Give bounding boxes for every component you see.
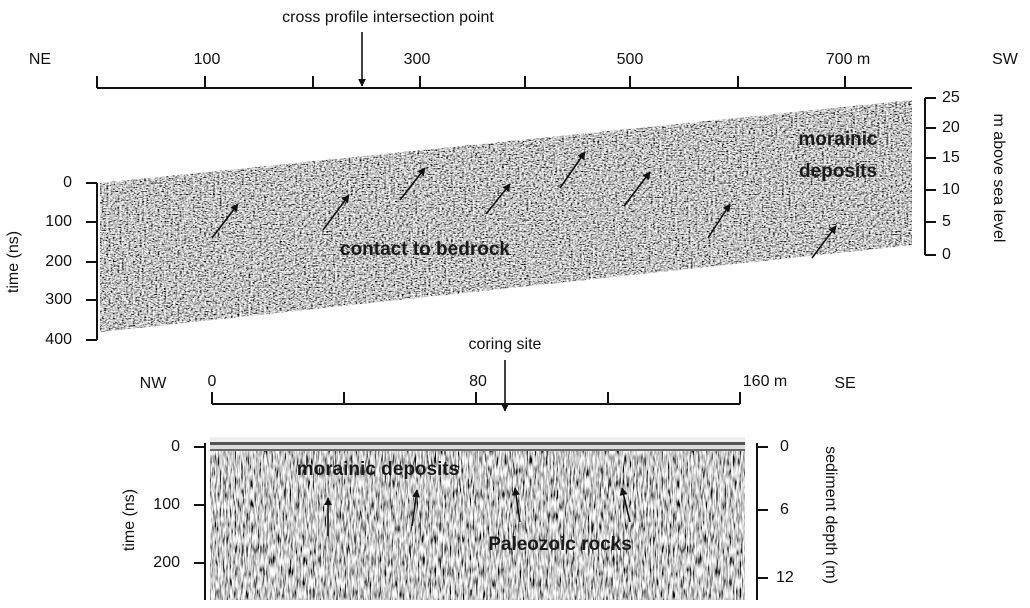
- surface-bands: [210, 437, 745, 451]
- direction: NW: [140, 375, 168, 392]
- annotation: morainic deposits: [297, 459, 460, 480]
- distance-axis: [211, 392, 741, 405]
- tick-label: 15: [942, 149, 960, 166]
- tick-label: 80: [469, 373, 487, 390]
- depth-axis: [756, 443, 768, 600]
- tick-label: 0: [942, 246, 951, 263]
- tick-label: 12: [776, 569, 794, 586]
- direction: SW: [992, 51, 1019, 68]
- tick-label: 6: [780, 501, 789, 518]
- tick-label: 20: [942, 119, 960, 136]
- tick-label: 700 m: [826, 51, 870, 68]
- axis-title: sediment depth (m): [822, 446, 839, 584]
- direction: NE: [29, 51, 51, 68]
- tick-label: 0: [63, 174, 72, 191]
- pointer-label: cross profile intersection point: [282, 9, 494, 26]
- tick-label: 200: [153, 554, 180, 571]
- annotation: morainic: [798, 129, 878, 150]
- time-axis: [194, 443, 206, 600]
- arrows: [324, 487, 631, 536]
- annotation: Paleozoic rocks: [488, 534, 632, 555]
- top-panel: cross profile intersection point NE SW 1…: [5, 9, 1019, 348]
- pointer-label: coring site: [469, 336, 542, 353]
- tick-label: 200: [45, 253, 72, 270]
- tick-label: 100: [153, 496, 180, 513]
- tick-label: 160 m: [743, 373, 787, 390]
- tick-label: 5: [942, 213, 951, 230]
- tick-label: 300: [404, 51, 431, 68]
- tick-label: 500: [617, 51, 644, 68]
- elevation-axis: [924, 97, 936, 256]
- tick-label: 100: [194, 51, 221, 68]
- radargram: [100, 100, 912, 332]
- axis-title: time (ns): [121, 489, 138, 551]
- axis-title: time (ns): [5, 231, 22, 293]
- tick-label: 0: [780, 438, 789, 455]
- bottom-panel: coring site NW SE 0 80 160 m 0 100 200 t…: [121, 336, 856, 600]
- distance-axis: [96, 76, 912, 89]
- arrows: [211, 151, 837, 259]
- direction: SE: [834, 375, 855, 392]
- tick-label: 400: [45, 331, 72, 348]
- tick-label: 10: [942, 181, 960, 198]
- axis-title: m above sea level: [990, 114, 1007, 243]
- tick-label: 0: [171, 438, 180, 455]
- time-axis: [86, 182, 98, 341]
- annotation: deposits: [799, 161, 877, 182]
- tick-label: 25: [942, 89, 960, 106]
- tick-label: 0: [208, 373, 217, 390]
- annotation: contact to bedrock: [340, 239, 510, 260]
- tick-label: 300: [45, 291, 72, 308]
- radargram: [210, 437, 745, 600]
- tick-label: 100: [45, 213, 72, 230]
